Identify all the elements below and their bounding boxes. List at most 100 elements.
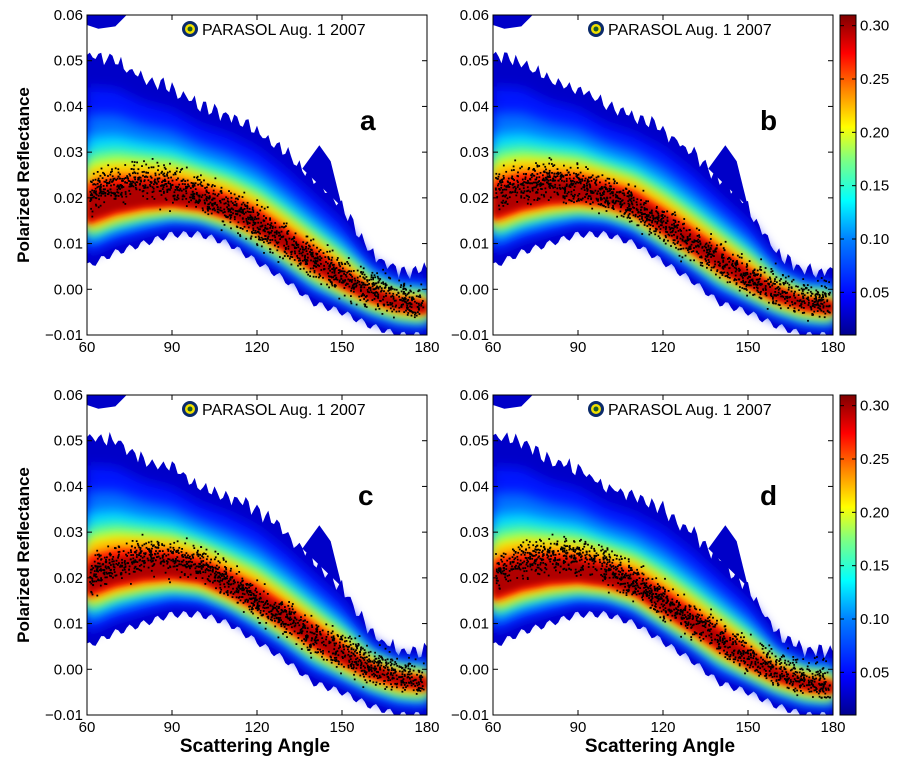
observation-point xyxy=(230,192,232,195)
observation-point xyxy=(326,283,328,286)
observation-point xyxy=(629,209,631,212)
observation-point xyxy=(524,176,527,179)
observation-point xyxy=(394,661,397,663)
observation-point xyxy=(590,192,593,194)
observation-point xyxy=(412,689,415,692)
observation-point xyxy=(230,590,233,593)
observation-point xyxy=(383,290,385,293)
observation-point xyxy=(520,545,523,548)
observation-point xyxy=(148,553,151,556)
observation-point xyxy=(301,246,304,249)
observation-point xyxy=(172,551,174,553)
observation-point xyxy=(98,553,100,556)
observation-point xyxy=(158,173,161,176)
observation-point xyxy=(146,186,149,189)
observation-point xyxy=(774,287,777,290)
observation-point xyxy=(564,188,567,190)
observation-point xyxy=(511,191,514,193)
observation-point xyxy=(639,203,642,206)
observation-point xyxy=(149,184,151,186)
observation-point xyxy=(757,273,759,276)
observation-point xyxy=(562,196,565,199)
observation-point xyxy=(690,243,693,246)
observation-point xyxy=(149,551,151,553)
observation-point xyxy=(526,202,529,205)
observation-point xyxy=(187,576,189,578)
observation-point xyxy=(575,560,578,563)
observation-point xyxy=(814,293,817,296)
observation-point xyxy=(248,211,250,213)
observation-point xyxy=(291,605,293,608)
observation-point xyxy=(551,533,554,536)
observation-point xyxy=(115,563,118,565)
observation-point xyxy=(708,616,711,618)
observation-point xyxy=(370,274,373,277)
observation-point xyxy=(349,655,352,658)
observation-point xyxy=(296,255,298,257)
observation-point xyxy=(721,641,724,644)
observation-point xyxy=(754,273,757,276)
observation-point xyxy=(136,561,139,563)
observation-point xyxy=(566,169,569,172)
observation-point xyxy=(181,555,184,558)
observation-point xyxy=(90,568,92,571)
observation-point xyxy=(297,622,299,624)
observation-point xyxy=(412,298,415,300)
observation-point xyxy=(197,194,200,197)
observation-point xyxy=(611,207,614,209)
observation-point xyxy=(251,231,253,233)
observation-point xyxy=(369,679,371,682)
observation-point xyxy=(760,269,763,271)
observation-point xyxy=(156,182,158,185)
observation-point xyxy=(568,546,571,548)
observation-point xyxy=(161,554,164,557)
observation-point xyxy=(778,304,781,306)
observation-point xyxy=(707,254,709,256)
observation-point xyxy=(203,552,205,555)
observation-point xyxy=(120,191,123,194)
observation-point xyxy=(91,577,94,580)
observation-point xyxy=(586,558,588,561)
observation-point xyxy=(251,232,254,235)
observation-point xyxy=(586,184,588,187)
observation-point xyxy=(805,287,808,289)
observation-point xyxy=(94,574,96,577)
observation-point xyxy=(305,638,308,640)
observation-point xyxy=(289,257,291,260)
observation-point xyxy=(194,188,197,190)
observation-point xyxy=(666,595,668,598)
observation-point xyxy=(347,262,350,265)
observation-point xyxy=(673,222,675,225)
observation-point xyxy=(118,550,121,553)
observation-point xyxy=(805,297,808,300)
observation-point xyxy=(599,203,602,206)
observation-point xyxy=(409,289,412,292)
observation-point xyxy=(132,185,135,188)
observation-point xyxy=(722,256,725,259)
observation-point xyxy=(638,215,641,217)
observation-point xyxy=(296,632,299,635)
observation-point xyxy=(673,239,676,242)
observation-point xyxy=(155,550,157,552)
observation-point xyxy=(621,203,624,206)
observation-point xyxy=(374,674,377,676)
observation-point xyxy=(656,589,659,592)
observation-point xyxy=(245,598,248,601)
observation-point xyxy=(102,563,104,566)
observation-point xyxy=(788,682,791,685)
observation-point xyxy=(227,594,229,596)
observation-point xyxy=(290,618,293,621)
observation-point xyxy=(756,283,759,286)
observation-point xyxy=(246,590,249,593)
observation-point xyxy=(169,182,172,185)
observation-point xyxy=(354,654,356,657)
observation-point xyxy=(130,182,133,185)
observation-point xyxy=(168,578,170,580)
observation-point xyxy=(738,270,741,272)
observation-point xyxy=(754,661,757,663)
observation-point xyxy=(734,263,737,266)
observation-point xyxy=(143,180,146,183)
observation-point xyxy=(214,193,216,196)
observation-point xyxy=(338,279,341,282)
observation-point xyxy=(534,186,537,189)
